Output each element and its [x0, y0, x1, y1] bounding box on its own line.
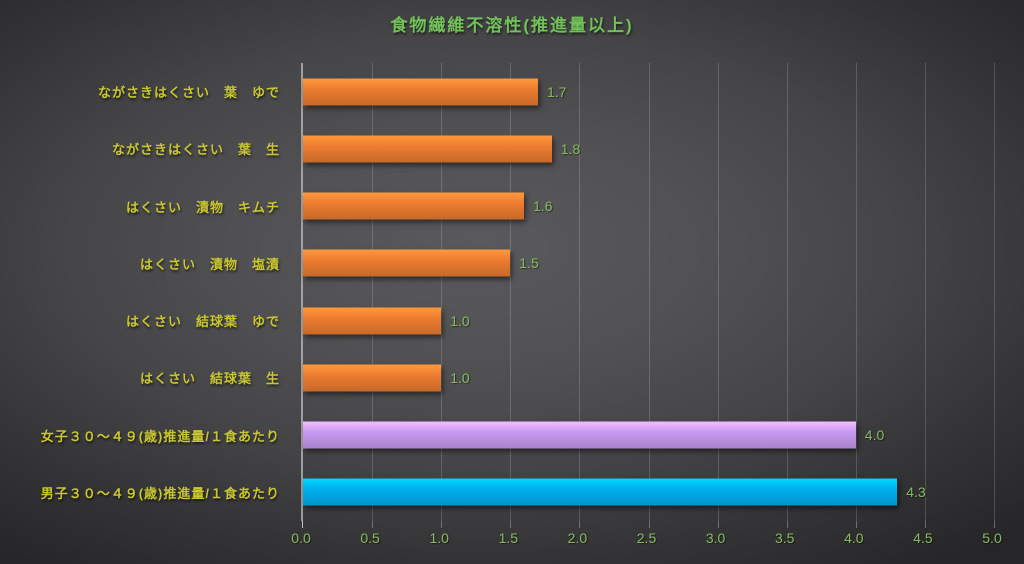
x-axis-tick [510, 521, 512, 528]
x-axis-tick [994, 521, 995, 528]
bar [303, 135, 552, 163]
category-axis: ながさきはくさい 葉 ゆで ながさきはくさい 葉 生はくさい 漬物 キムチ はくさい… [0, 63, 292, 521]
bar-row: 1.8 [303, 120, 994, 177]
category-label: ながさきはくさい 葉 生 [111, 142, 280, 158]
bar-row: 1.7 [303, 63, 994, 120]
value-label: 1.0 [450, 369, 470, 386]
x-axis-tick [717, 521, 719, 528]
x-axis-tick [579, 521, 581, 528]
bar [303, 307, 442, 335]
value-label: 4.3 [906, 484, 926, 501]
category-label: はくさい 結球葉 生 [139, 371, 280, 387]
value-label: 1.5 [519, 255, 539, 272]
bar [303, 364, 442, 392]
x-tick-label: 0.0 [291, 530, 311, 546]
x-axis-tick [441, 521, 443, 528]
x-axis-tick-labels: 0.0 0.5 1.0 1.5 2.0 2.5 3.0 3.5 4.0 4.5 5.0 [291, 530, 1001, 548]
x-axis-tick [855, 521, 857, 528]
value-label: 1.0 [450, 312, 470, 329]
bar [303, 192, 525, 220]
x-tick-label: 2.0 [567, 530, 588, 546]
x-axis-tick [924, 521, 926, 528]
bar-row: 1.6 [303, 178, 994, 235]
chart-title: 食物繊維不溶性(推進量以上) [390, 16, 634, 35]
value-label: 1.6 [533, 198, 553, 215]
bar-row: 1.0 [303, 292, 994, 349]
x-axis-tick [648, 521, 650, 528]
x-axis-tick [372, 521, 374, 528]
bar-row: 4.0 [303, 407, 994, 464]
category-label: 男子３０～４９(歳)推進量/１食あたり [40, 485, 280, 501]
value-label: 1.7 [546, 83, 567, 100]
value-label: 4.0 [864, 427, 885, 444]
category-label: 女子３０～４９(歳)推進量/１食あたり [40, 428, 280, 444]
x-tick-label: 1.5 [498, 530, 519, 546]
x-tick-label: 1.0 [429, 530, 449, 546]
category-label: はくさい 結球葉 ゆで [125, 314, 280, 330]
category-label: はくさい 漬物 塩漬 [139, 256, 280, 272]
bar [303, 478, 898, 506]
bar-row: 1.5 [303, 235, 994, 292]
x-axis-tick [302, 521, 303, 528]
value-label: 1.8 [560, 140, 581, 157]
x-axis-tick [786, 521, 788, 528]
x-tick-label: 4.0 [844, 530, 864, 546]
x-tick-label: 3.0 [705, 530, 726, 546]
bar-row: 1.0 [303, 349, 994, 406]
category-label: はくさい 漬物 キムチ [125, 199, 280, 215]
plot-area: 1.7 1.8 1.6 1.5 1.0 1.0 4.0 4.3 [301, 63, 995, 528]
x-tick-label: 0.5 [360, 530, 380, 546]
x-tick-label: 3.5 [774, 530, 795, 546]
x-tick-label: 2.5 [636, 530, 657, 546]
gridline [994, 63, 995, 521]
bar [303, 421, 856, 449]
category-label: ながさきはくさい 葉 ゆで [97, 85, 280, 101]
x-tick-label: 5.0 [982, 530, 1002, 546]
bar [303, 78, 538, 106]
x-tick-label: 4.5 [913, 530, 933, 546]
bar [303, 249, 511, 277]
bar-row: 4.3 [303, 464, 994, 521]
